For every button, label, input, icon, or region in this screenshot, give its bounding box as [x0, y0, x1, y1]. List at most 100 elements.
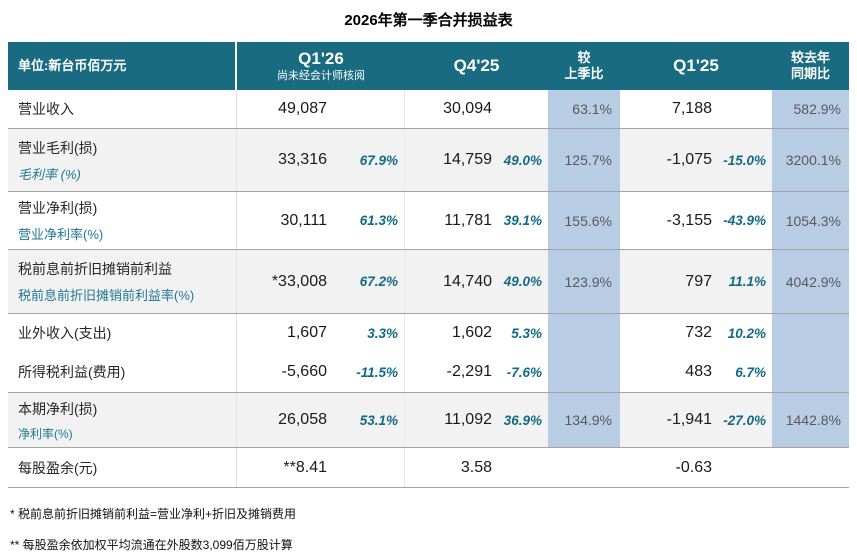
q125-value: 732	[685, 324, 712, 341]
q126-value: **8.41	[283, 458, 327, 476]
row-label: 所得税利益(费用)	[18, 364, 126, 380]
yoy-value	[772, 314, 849, 352]
q126-pct: 3.3%	[335, 314, 405, 352]
header-unit-label: 单位:新台币佰万元	[8, 42, 237, 90]
row-label: 本期净利(损)	[18, 400, 98, 417]
q125-value: -1,941	[666, 411, 712, 428]
table-row-income-tax: 所得税利益(费用) -5,660 -11.5% -2,291 -7.6% 483…	[8, 352, 849, 393]
table-row-nonoperating: 业外收入(支出) 1,607 3.3% 1,602 5.3% 732 10.2%	[8, 314, 849, 352]
q125-pct: -15.0%	[723, 152, 766, 168]
row-label: 每股盈余(元)	[18, 459, 98, 476]
q126-value: 49,087	[278, 100, 327, 117]
row-sublabel: 营业净利率(%)	[18, 227, 104, 242]
q425-value: 14,759	[443, 151, 492, 168]
q126-pct	[335, 90, 405, 128]
q125-value: 7,188	[671, 100, 712, 117]
q126-pct: 67.9%	[335, 129, 405, 191]
header-q1-25-label: Q1'25	[673, 56, 719, 76]
q126-value: 26,058	[278, 411, 327, 428]
qoq-value: 123.9%	[548, 250, 620, 313]
q125-pct: 11.1%	[728, 274, 766, 289]
yoy-value	[772, 352, 849, 392]
q125-pct: 6.7%	[735, 364, 766, 380]
q425-pct: 49.0%	[503, 274, 542, 289]
row-label: 业外收入(支出)	[18, 325, 112, 341]
q425-value: 1,602	[451, 324, 492, 341]
yoy-value: 4042.9%	[772, 250, 849, 313]
header-q1-26-label: Q1'26	[298, 49, 344, 68]
table-row-ebitda: 税前息前折旧摊销前利益 税前息前折旧摊销前利益率(%) *33,008 67.2…	[8, 250, 849, 314]
q126-pct: 67.2%	[335, 250, 405, 313]
yoy-value	[772, 448, 849, 487]
qoq-value	[548, 352, 620, 392]
table-row-net-income: 本期净利(损) 净利率(%) 26,058 53.1% 11,092 36.9%…	[8, 393, 849, 448]
q126-pct: -11.5%	[335, 352, 405, 392]
q125-pct: -27.0%	[723, 412, 766, 428]
q425-pct: 5.3%	[511, 325, 542, 341]
qoq-value: 155.6%	[548, 192, 620, 249]
q126-value: 30,111	[280, 211, 327, 229]
q125-pct: -43.9%	[723, 213, 766, 228]
q425-value: 30,094	[443, 100, 492, 117]
q425-pct	[500, 90, 548, 128]
header-yoy: 较去年 同期比	[772, 42, 849, 90]
table-row-operating-income: 营业净利(损) 营业净利率(%) 30,111 61.3% 11,781 39.…	[8, 192, 849, 250]
row-sublabel: 毛利率 (%)	[18, 166, 81, 182]
header-q1-25: Q1'25	[620, 42, 772, 90]
yoy-value: 3200.1%	[772, 129, 849, 191]
q125-pct	[720, 448, 772, 487]
q126-value: 1,607	[286, 324, 327, 341]
header-yoy-line2: 同期比	[790, 66, 830, 81]
header-q1-26: Q1'26 尚未经会计师核阅	[237, 42, 405, 90]
q425-pct	[500, 448, 548, 487]
q425-value: -2,291	[446, 363, 492, 380]
header-qoq: 较 上季比	[548, 42, 620, 90]
header-q4-25-label: Q4'25	[453, 56, 500, 76]
q125-pct: 10.2%	[727, 325, 766, 341]
q126-pct: 53.1%	[335, 393, 405, 447]
q425-pct: -7.6%	[506, 364, 542, 380]
q126-value: 33,316	[278, 151, 327, 168]
q425-pct: 39.1%	[503, 213, 542, 228]
header-qoq-line2: 上季比	[564, 66, 604, 81]
q126-value: -5,660	[281, 363, 327, 380]
row-label: 营业毛利(损)	[18, 139, 98, 156]
page-title: 2026年第一季合并损益表	[344, 12, 513, 29]
table-row-gross-profit: 营业毛利(损) 毛利率 (%) 33,316 67.9% 14,759 49.0…	[8, 129, 849, 192]
qoq-value	[548, 448, 620, 487]
header-yoy-line1: 较去年	[790, 49, 830, 65]
table-header-row: 单位:新台币佰万元 Q1'26 尚未经会计师核阅 Q4'25 较 上季比 Q1'…	[8, 42, 849, 90]
footnotes: * 税前息前折旧摊销前利益=营业净利+折旧及摊销费用 ** 每股盈余依加权平均流…	[10, 505, 857, 553]
q425-pct: 36.9%	[503, 412, 542, 428]
footnote-ebitda-definition: * 税前息前折旧摊销前利益=营业净利+折旧及摊销费用	[10, 507, 297, 521]
q425-pct: 49.0%	[503, 152, 542, 168]
header-q1-26-subtitle: 尚未经会计师核阅	[277, 70, 365, 83]
qoq-value: 125.7%	[548, 129, 620, 191]
yoy-value: 582.9%	[772, 90, 849, 128]
row-label: 税前息前折旧摊销前利益	[18, 261, 172, 277]
q125-value: 483	[685, 363, 712, 380]
income-statement-table: 单位:新台币佰万元 Q1'26 尚未经会计师核阅 Q4'25 较 上季比 Q1'…	[8, 42, 849, 488]
q125-value: -0.63	[675, 458, 712, 476]
q126-pct	[335, 448, 405, 487]
q425-value: 11,092	[444, 411, 492, 428]
q425-value: 11,781	[444, 211, 492, 229]
header-qoq-line1: 较	[577, 49, 591, 65]
qoq-value: 63.1%	[548, 90, 620, 128]
footnote-eps-basis: ** 每股盈余依加权平均流通在外股数3,099佰万股计算	[10, 538, 293, 552]
row-sublabel: 税前息前折旧摊销前利益率(%)	[18, 288, 195, 303]
row-label: 营业收入	[18, 101, 74, 117]
q425-value: 3.58	[460, 458, 492, 476]
qoq-value: 134.9%	[548, 393, 620, 447]
q425-value: 14,740	[443, 272, 492, 290]
q125-value: -3,155	[666, 211, 712, 229]
q125-pct	[720, 90, 772, 128]
row-sublabel: 净利率(%)	[18, 426, 73, 441]
row-label: 营业净利(损)	[18, 200, 98, 216]
table-row-eps: 每股盈余(元) **8.41 3.58 -0.63	[8, 448, 849, 488]
yoy-value: 1442.8%	[772, 393, 849, 447]
table-row-revenue: 营业收入 49,087 30,094 63.1% 7,188 582.9%	[8, 90, 849, 129]
yoy-value: 1054.3%	[772, 192, 849, 249]
q125-value: -1,075	[666, 151, 712, 168]
qoq-value	[548, 314, 620, 352]
